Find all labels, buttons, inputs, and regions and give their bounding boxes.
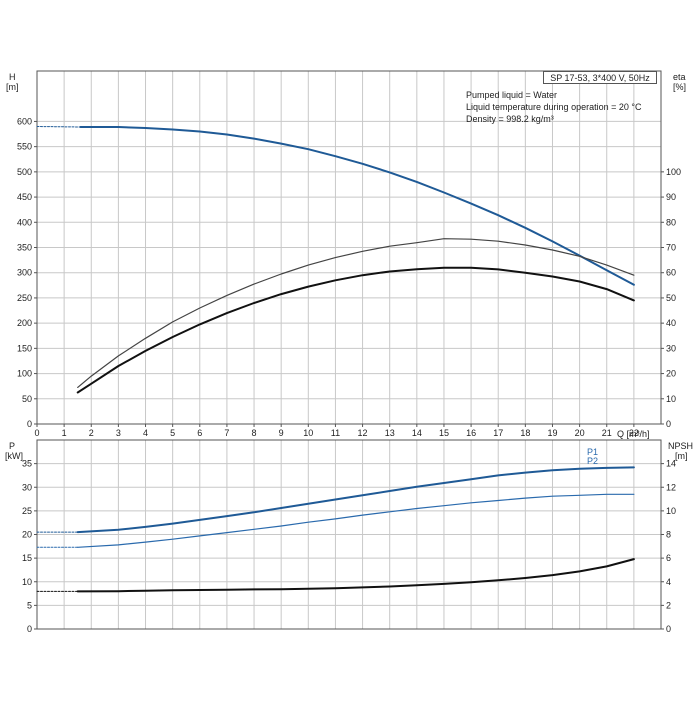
flow-axis-tick-label: 8 [252, 428, 257, 438]
power-axis-unit: [kW] [5, 451, 23, 461]
head-left-tick-label: 600 [17, 116, 32, 126]
head-right-tick-label: 40 [666, 318, 676, 328]
power-right-tick-label: 10 [666, 506, 676, 516]
flow-axis-tick-label: 7 [224, 428, 229, 438]
flow-axis-tick-label: 0 [34, 428, 39, 438]
head-dashed-extension-curve [36, 126, 81, 128]
head-left-tick-label: 100 [17, 369, 32, 379]
flow-axis-tick-label: 2 [89, 428, 94, 438]
flow-axis-tick-label: 9 [279, 428, 284, 438]
liquid-temperature-text: Liquid temperature during operation = 20… [466, 102, 642, 112]
flow-axis-tick-label: 16 [466, 428, 476, 438]
flow-axis-tick-label: 13 [385, 428, 395, 438]
head-right-tick-label: 0 [666, 419, 671, 429]
flow-axis-tick-label: 3 [116, 428, 121, 438]
head-left-tick-label: 0 [27, 419, 32, 429]
head-left-tick-label: 250 [17, 293, 32, 303]
flow-axis-tick-label: 22 [629, 428, 639, 438]
head-right-tick-label: 80 [666, 217, 676, 227]
head-left-tick-label: 350 [17, 243, 32, 253]
flow-axis-title: Q [m³/h] [617, 429, 650, 439]
power-left-tick-label: 15 [22, 553, 32, 563]
p1-curve [76, 466, 635, 534]
eta-axis-unit: [%] [673, 82, 687, 92]
flow-axis-tick-label: 15 [439, 428, 449, 438]
head-right-tick-label: 100 [666, 167, 681, 177]
flow-axis-tick-label: 10 [303, 428, 313, 438]
flow-axis-tick-label: 17 [493, 428, 503, 438]
p2-curve [77, 493, 635, 548]
head-left-tick-label: 450 [17, 192, 32, 202]
flow-axis-tick-label: 21 [602, 428, 612, 438]
npsh-axis-title: NPSH [668, 441, 694, 451]
flow-axis-tick-label: 5 [170, 428, 175, 438]
flow-axis-tick-label: 18 [520, 428, 530, 438]
head-left-tick-label: 500 [17, 167, 32, 177]
head-left-tick-label: 200 [17, 318, 32, 328]
head-axis-unit: [m] [6, 82, 19, 92]
power-left-tick-label: 20 [22, 530, 32, 540]
head-right-tick-label: 30 [666, 343, 676, 353]
head-left-tick-label: 400 [17, 217, 32, 227]
head-right-tick-label: 70 [666, 243, 676, 253]
head-right-tick-label: 10 [666, 394, 676, 404]
power-right-tick-label: 4 [666, 577, 671, 587]
head-right-tick-label: 50 [666, 293, 676, 303]
head-curve [79, 126, 635, 286]
power-left-tick-label: 10 [22, 577, 32, 587]
power-left-tick-label: 25 [22, 506, 32, 516]
flow-axis-tick-label: 1 [62, 428, 67, 438]
density-text: Density = 998.2 kg/m³ [466, 114, 554, 124]
head-axis-title: H [9, 72, 16, 82]
pump-model-box: SP 17-53, 3*400 V, 50Hz [543, 71, 657, 84]
efficiency-1-curve [77, 238, 635, 388]
series-label-p2: P2 [587, 456, 599, 466]
flow-axis-tick-label: 6 [197, 428, 202, 438]
flow-axis-tick-label: 14 [412, 428, 422, 438]
power-right-tick-label: 8 [666, 530, 671, 540]
power-right-tick-label: 12 [666, 482, 676, 492]
power-axis-title: P [9, 441, 16, 451]
series-label-p1: P1 [587, 447, 599, 457]
power-left-tick-label: 30 [22, 482, 32, 492]
head-left-tick-label: 150 [17, 343, 32, 353]
power-right-tick-label: 6 [666, 553, 671, 563]
flow-axis-tick-label: 12 [358, 428, 368, 438]
power-left-tick-label: 35 [22, 459, 32, 469]
power-left-tick-label: 0 [27, 624, 32, 634]
npsh-curve [76, 558, 635, 593]
head-left-tick-label: 300 [17, 268, 32, 278]
flow-axis-tick-label: 19 [547, 428, 557, 438]
npsh-axis-unit: [m] [675, 451, 688, 461]
pumped-liquid-text: Pumped liquid = Water [466, 90, 557, 100]
power-left-tick-label: 5 [27, 600, 32, 610]
eta-axis-title: eta [673, 72, 686, 82]
head-right-tick-label: 20 [666, 369, 676, 379]
efficiency-2-curve [76, 266, 635, 394]
head-left-tick-label: 50 [22, 394, 32, 404]
power-right-tick-label: 2 [666, 600, 671, 610]
power-right-tick-label: 0 [666, 624, 671, 634]
flow-axis-tick-label: 11 [331, 428, 340, 438]
head-right-tick-label: 90 [666, 192, 676, 202]
power-right-tick-label: 14 [666, 459, 676, 469]
head-right-tick-label: 60 [666, 268, 676, 278]
flow-axis-tick-label: 4 [143, 428, 148, 438]
head-left-tick-label: 550 [17, 142, 32, 152]
flow-axis-tick-label: 20 [575, 428, 585, 438]
